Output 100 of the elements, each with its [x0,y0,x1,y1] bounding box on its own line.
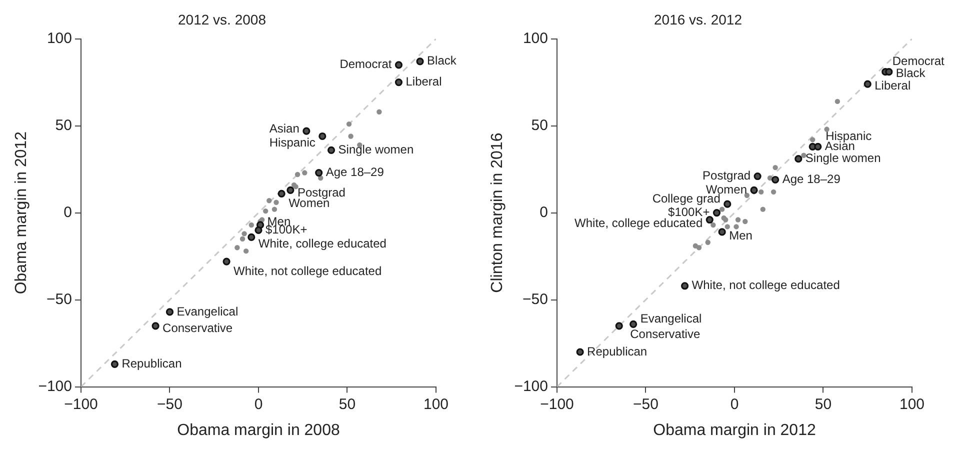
annotation: Age 18–29 [326,165,384,180]
point [234,245,240,250]
point [278,190,286,198]
chart-title: 2012 vs. 2008 [178,11,266,28]
point [242,231,247,236]
point [772,164,778,170]
annotation: Hispanic [269,136,316,150]
point [742,218,748,224]
annotation: White, not college educated [234,264,382,278]
point [254,226,262,234]
x-tick-label: 100 [899,396,925,413]
point [248,233,256,241]
y-tick-label: −50 [522,290,548,308]
y-axis-title: Clinton margin in 2016 [489,132,506,293]
point [376,109,382,114]
x-tick-label: 0 [254,396,263,413]
point [327,146,336,154]
x-tick-label: 50 [338,396,356,413]
annotation: Conservative [162,321,233,336]
point [294,172,300,178]
point [318,132,326,140]
point [834,98,840,104]
point [712,209,721,217]
point [724,224,730,230]
annotation: Liberal [874,78,911,92]
y-tick-label: 50 [55,116,72,134]
point [750,186,758,194]
y-tick-label: 100 [46,30,72,47]
point [710,222,716,228]
annotation: Conservative [630,327,700,342]
point [266,198,272,204]
point [814,142,822,150]
annotation: Evangelical [176,304,238,318]
point [824,126,830,132]
y-tick-label: 100 [522,30,548,47]
annotation: Democrat [340,57,392,72]
x-tick-label: −50 [157,396,182,413]
annotation: Single women [805,151,881,166]
annotation: White, college educated [258,236,386,250]
x-tick-label: 100 [423,396,449,413]
point [680,282,689,290]
y-tick-label: −50 [46,290,72,308]
y-tick-label: 50 [531,116,548,134]
point [315,168,323,177]
point [706,216,714,224]
point [576,348,584,356]
point [754,172,762,180]
annotation: Single women [338,142,414,156]
point [719,206,725,212]
x-tick-label: 0 [730,396,739,413]
point [302,170,308,176]
annotation: Black [427,54,458,68]
point [394,78,403,86]
annotation: Republican [122,356,182,370]
point [718,228,726,236]
point [240,236,246,242]
y-axis-title: Obama margin in 2012 [13,131,30,294]
point [810,137,816,142]
point [318,175,324,181]
point [348,134,354,139]
point [760,206,766,212]
y-tick-label: −100 [514,378,548,395]
annotation: Evangelical [640,311,702,326]
annotation: Black [896,66,926,80]
point [152,322,160,330]
annotation: Age 18–29 [782,172,841,186]
point [758,189,764,195]
y-tick-label: 0 [64,204,72,221]
point [864,80,872,88]
annotation: Republican [587,344,648,358]
point [248,222,254,228]
point [615,322,623,330]
point [222,258,230,266]
point [302,127,310,135]
x-tick-label: 50 [814,396,832,413]
chart-title: 2016 vs. 2012 [654,11,742,28]
annotation: Asian [269,121,300,136]
annotation: Democrat [892,54,946,68]
point [705,240,710,245]
point [770,189,776,195]
y-tick-label: 0 [540,204,548,221]
x-tick-label: −50 [633,396,658,413]
x-axis-title: Obama margin in 2012 [653,422,816,439]
point [724,200,732,208]
annotation: Hispanic [826,128,872,143]
annotation: Postgrad [702,168,751,183]
point [110,360,119,368]
point [734,224,739,230]
annotation: Liberal [406,74,442,89]
point [274,200,279,205]
point [772,176,780,184]
point [286,186,294,194]
annotation: White, not college educated [692,278,840,292]
point [272,206,278,212]
point [630,320,638,328]
point [166,308,174,316]
point [735,217,741,222]
y-tick-label: −100 [38,378,72,395]
point [262,208,268,214]
x-axis-title: Obama margin in 2008 [177,422,340,439]
